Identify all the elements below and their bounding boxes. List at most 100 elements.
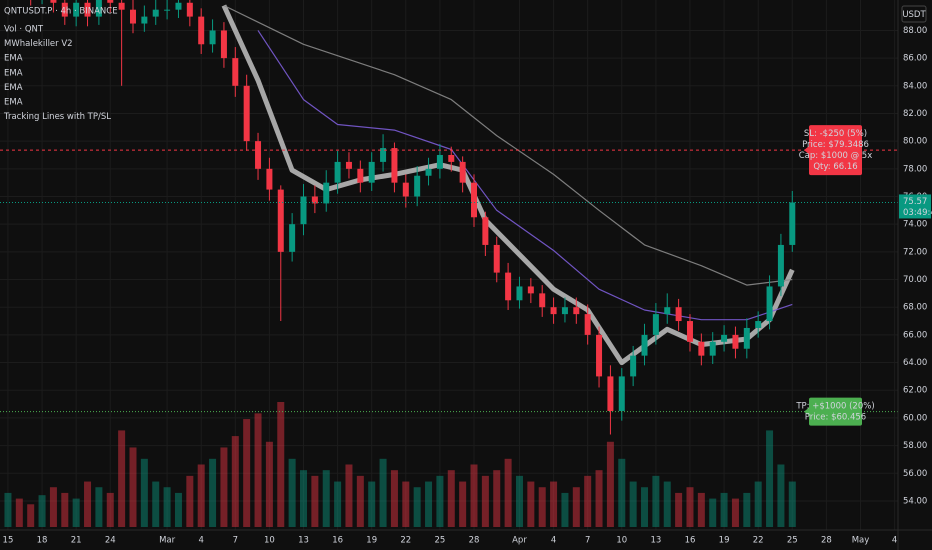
- y-tick-label: 56.00: [903, 469, 927, 479]
- currency-button[interactable]: [901, 5, 927, 23]
- candle-body: [516, 286, 523, 301]
- candle-body: [505, 272, 512, 301]
- countdown-label: 03:49:49: [903, 208, 932, 218]
- volume-bar: [288, 458, 296, 527]
- y-tick-label: 72.00: [903, 247, 927, 257]
- candle-body: [402, 182, 409, 197]
- volume-bar: [38, 495, 46, 527]
- x-tick-label: Apr: [512, 536, 527, 546]
- level-label-pointer: [804, 407, 809, 416]
- volume-bar: [379, 458, 387, 527]
- x-tick-label: 13: [298, 536, 309, 546]
- level-label-text: Cap: $1000 @ 5x: [799, 151, 873, 161]
- candle-body: [789, 202, 796, 245]
- candle-body: [129, 9, 136, 24]
- x-tick-label: 15: [3, 536, 14, 546]
- x-tick-label: 7: [585, 536, 590, 546]
- volume-bar: [766, 430, 774, 527]
- indicator-label: EMA: [4, 83, 23, 93]
- volume-bar: [436, 475, 444, 527]
- volume-bar: [515, 475, 523, 527]
- candle-body: [175, 2, 182, 10]
- volume-bar: [697, 492, 705, 527]
- volume-bar: [447, 470, 455, 527]
- candle-body: [436, 154, 443, 169]
- x-tick-label: 19: [366, 536, 377, 546]
- candle-body: [73, 2, 80, 17]
- indicator-label: Tracking Lines with TP/SL: [3, 112, 111, 122]
- volume-bar: [663, 481, 671, 527]
- y-tick-label: 66.00: [903, 330, 927, 340]
- x-tick-label: 28: [821, 536, 832, 546]
- candle-body: [118, 2, 125, 10]
- candle-body: [357, 168, 364, 183]
- currency[interactable]: USDT: [902, 10, 926, 20]
- volume-bar: [129, 447, 137, 527]
- volume-bar: [754, 481, 762, 527]
- candle-body: [482, 217, 489, 245]
- last-price-label: 75.57: [903, 197, 927, 207]
- candle-body: [527, 286, 534, 294]
- candle-body: [311, 196, 318, 204]
- volume-bar: [618, 458, 626, 527]
- volume-bar: [356, 475, 364, 527]
- candle-body: [334, 161, 341, 183]
- volume-bar: [95, 487, 103, 527]
- volume-bar: [311, 475, 319, 527]
- volume-bar: [550, 481, 558, 527]
- volume-bar: [538, 487, 546, 527]
- candle-body: [50, 0, 57, 3]
- y-tick-label: 60.00: [903, 413, 927, 423]
- candle-body: [766, 286, 773, 322]
- y-tick-label: 88.00: [903, 26, 927, 36]
- candle-body: [755, 321, 762, 328]
- y-tick-label: 62.00: [903, 386, 927, 396]
- volume-bar: [595, 470, 603, 527]
- volume-bar: [425, 481, 433, 527]
- candle-body: [618, 376, 625, 411]
- level-label-box: [809, 125, 862, 176]
- candle-body: [414, 175, 421, 197]
- y-tick-label: 68.00: [903, 303, 927, 313]
- x-tick-label: 24: [105, 536, 116, 546]
- ema-line: [257, 30, 793, 321]
- volume-bar: [675, 492, 683, 527]
- volume-bar: [345, 464, 353, 527]
- indicator-label: Vol · QNT: [4, 25, 44, 35]
- level-label-text: Price: $79.3486: [802, 140, 869, 150]
- volume-bar: [743, 492, 751, 527]
- last-price-tag: [899, 194, 931, 219]
- candle-body: [266, 168, 273, 190]
- candle-body: [721, 334, 728, 342]
- volume-bar: [459, 481, 467, 527]
- volume-bar: [277, 402, 285, 527]
- candle-body: [686, 321, 693, 342]
- candle-body: [209, 30, 216, 45]
- volume-bar: [629, 481, 637, 527]
- level-label-text: Price: $60.456: [805, 413, 866, 423]
- x-tick-label: 22: [753, 536, 764, 546]
- candle-body: [641, 334, 648, 356]
- volume-bar: [641, 487, 649, 527]
- volume-bar: [163, 487, 171, 527]
- volume-bar: [220, 447, 228, 527]
- candle-body: [323, 182, 330, 204]
- volume-bar: [61, 492, 69, 527]
- volume-bar: [106, 492, 114, 527]
- candle-body: [596, 334, 603, 377]
- volume-bar: [504, 458, 512, 527]
- x-tick-label: Mar: [159, 536, 176, 546]
- y-tick-label: 84.00: [903, 81, 927, 91]
- ema-line: [223, 4, 793, 286]
- x-tick-label: 19: [719, 536, 730, 546]
- candle-body: [164, 9, 171, 11]
- volume-bar: [402, 481, 410, 527]
- volume-bar: [731, 498, 739, 527]
- volume-bar: [4, 492, 12, 527]
- level-label-text: TP: +$1000 (20%): [795, 402, 874, 412]
- candle-body: [289, 224, 296, 252]
- x-tick-label: 10: [264, 536, 275, 546]
- candle-body: [539, 293, 546, 308]
- candle-body: [607, 376, 614, 411]
